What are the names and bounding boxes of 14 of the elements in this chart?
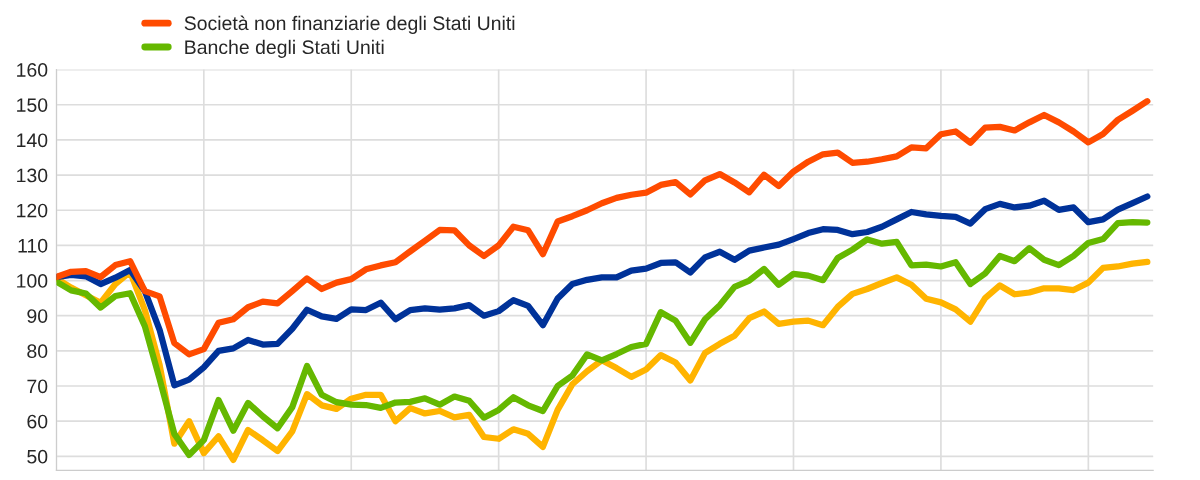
y-tick-label: 100: [17, 274, 48, 288]
legend-label: Banche degli Stati Uniti: [185, 39, 384, 58]
y-tick-label: 50: [27, 449, 48, 464]
y-tick-label: 60: [27, 414, 48, 429]
y-tick-label: 70: [27, 379, 48, 394]
legend-label: Società non finanziarie degli Stati Uniti: [184, 15, 515, 34]
y-tick-label: 120: [17, 203, 48, 218]
y-tick-label: 110: [18, 238, 48, 253]
y-tick-label: 80: [27, 344, 48, 359]
y-tick-label: 140: [17, 133, 48, 148]
y-tick-label: 160: [17, 63, 48, 77]
y-tick-label: 130: [17, 168, 48, 183]
y-tick-label: 90: [27, 309, 48, 323]
y-tick-label: 150: [17, 98, 48, 112]
